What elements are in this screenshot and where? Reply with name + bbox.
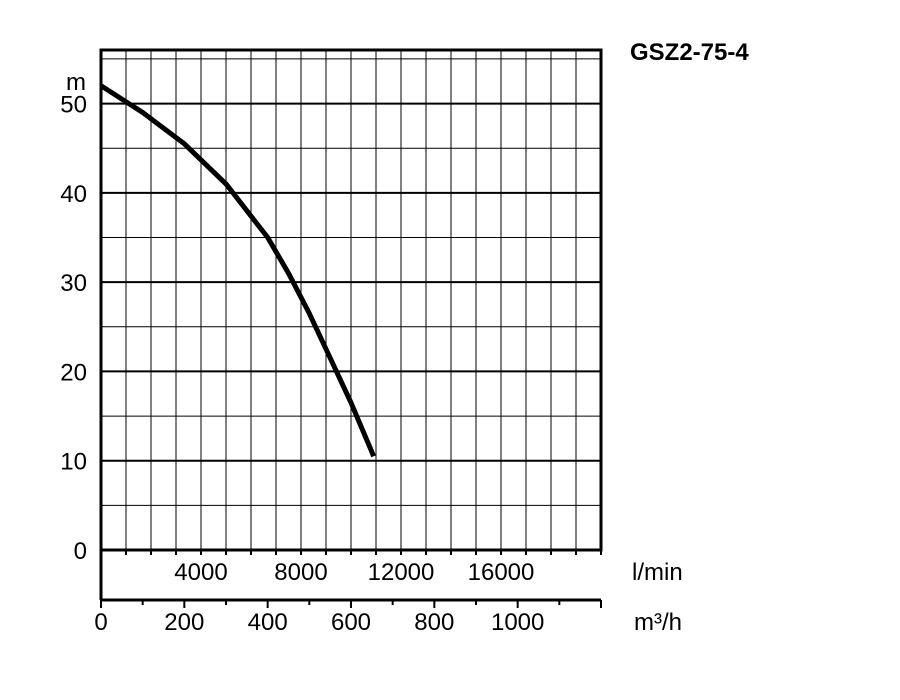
x-axis-unit-lmin-label: l/min: [632, 559, 683, 586]
x-tick-label-lmin: 4000: [174, 559, 227, 586]
x-tick-label-lmin: 8000: [274, 559, 327, 586]
x-tick-label-m3h: 0: [94, 609, 107, 636]
chart-title: GSZ2-75-4: [630, 39, 749, 66]
x-tick-label-lmin: 12000: [368, 559, 435, 586]
series-curve: [99, 83, 376, 458]
y-axis-unit-label: m: [66, 69, 86, 96]
grid: [101, 50, 601, 550]
y-tick-label: 20: [60, 359, 87, 386]
performance-curve: [99, 83, 376, 458]
plot-frame: [99, 48, 603, 608]
x-tick-label-lmin: 16000: [468, 559, 535, 586]
y-tick-label: 40: [60, 181, 87, 208]
y-tick-label: 0: [74, 538, 87, 565]
x-tick-label-m3h: 800: [414, 609, 454, 636]
y-tick-label: 30: [60, 270, 87, 297]
x-axis-unit-m3h-label: m³/h: [634, 609, 682, 636]
y-tick-label: 50: [60, 92, 87, 119]
x-tick-label-m3h: 600: [331, 609, 371, 636]
tick-labels: 0 10 20 30 40 50 4000 8000 12000 16000 0 200 400 600 8…: [60, 92, 544, 636]
x-tick-label-m3h: 400: [248, 609, 288, 636]
y-tick-label: 10: [60, 449, 87, 476]
x-tick-label-m3h: 1000: [491, 609, 544, 636]
x-tick-label-m3h: 200: [164, 609, 204, 636]
